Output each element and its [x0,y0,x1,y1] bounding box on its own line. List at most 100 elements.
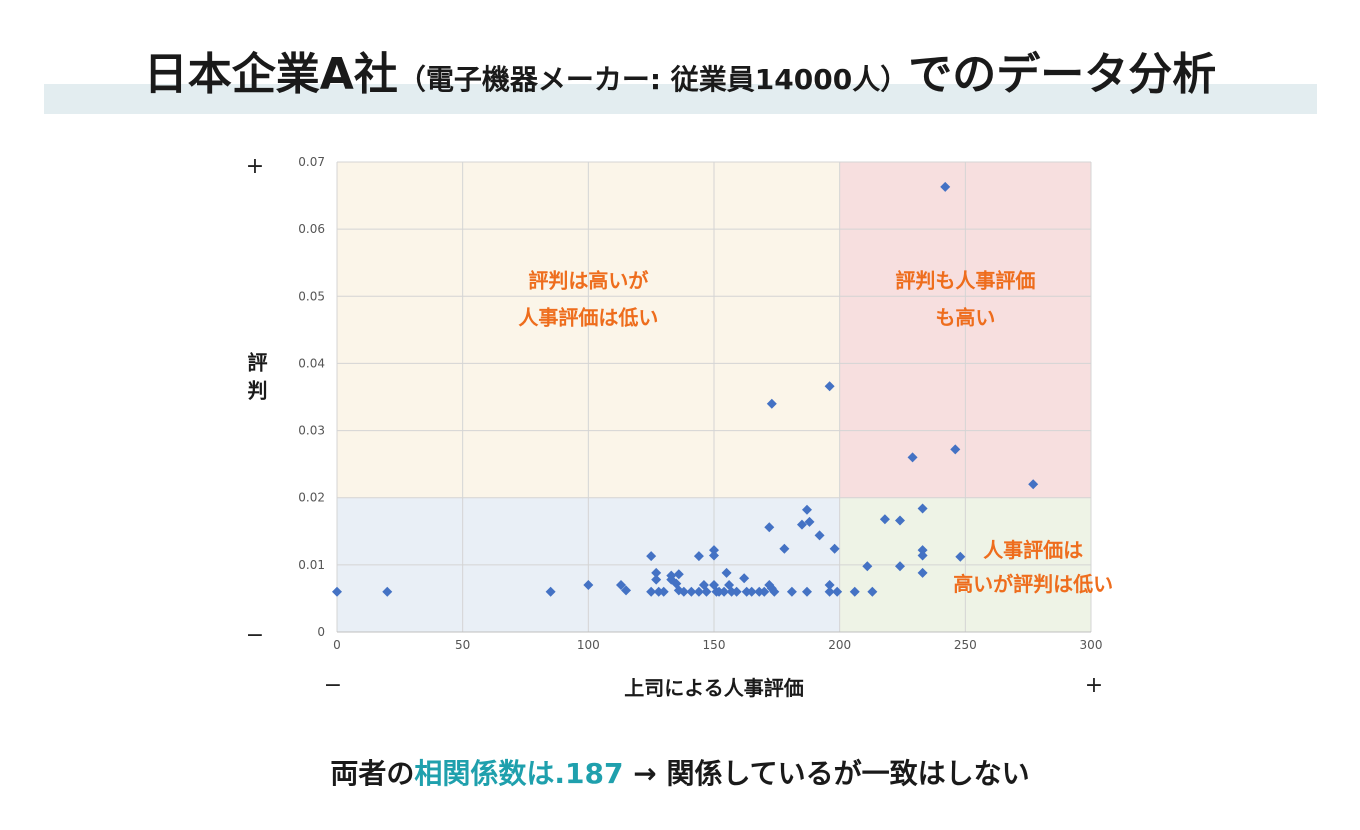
quadrant-label-top-left-line1: 評判は高いが [528,269,648,293]
data-point [950,444,961,455]
quadrant-label-top-right-line1: 評判も人事評価 [895,269,1035,293]
gridlines [336,161,1092,633]
data-point [769,586,780,597]
data-point [719,586,730,597]
data-points [332,181,1039,597]
data-point [686,586,697,597]
y-axis-plus-sign: + [246,154,264,179]
data-point [545,586,556,597]
data-point [726,586,737,597]
data-point [678,586,689,597]
data-point [709,545,719,556]
data-point [917,567,928,578]
data-point [832,586,843,597]
x-tick-label: 0 [333,638,341,652]
quadrant-label-bottom-right-line1: 人事評価は [983,538,1083,562]
x-tick-label: 50 [455,638,470,652]
data-point [917,503,928,514]
x-tick-label: 200 [828,638,851,652]
data-point [879,514,890,525]
y-axis-minus-sign: − [246,623,264,648]
x-tick-label: 100 [577,638,600,652]
data-point [673,569,684,580]
data-point [658,586,669,597]
correlation-highlight: 相関係数は.187 [414,757,624,790]
x-axis-ticks: 0 50 100 150 200 250 300 [333,638,1102,652]
page-title: 日本企業A社（電子機器メーカー: 従業員14000人）でのデータ分析 [0,38,1360,102]
data-point [862,561,873,572]
x-tick-label: 300 [1080,638,1103,652]
data-point [714,586,725,597]
data-point [616,580,627,590]
data-point [894,515,905,526]
title-tail: でのデータ分析 [908,49,1217,100]
conclusion-part1: 両者の [330,757,415,790]
x-tick-label: 250 [954,638,977,652]
x-axis-label: 上司による人事評価 [624,676,803,700]
y-tick-label: 0.05 [298,289,325,303]
data-point [867,586,878,597]
data-point [824,586,835,597]
x-axis-minus-sign: − [324,673,342,698]
conclusion-part2: → 関係しているが一致はしない [623,757,1030,790]
data-point [779,543,790,554]
y-axis-ticks: 0 0.01 0.02 0.03 0.04 0.05 0.06 0.07 [298,155,325,639]
data-point [894,561,905,572]
title-band [44,84,1317,114]
y-tick-label: 0.02 [298,491,325,505]
data-point [731,586,742,597]
data-point [646,551,657,562]
y-tick-label: 0.03 [298,424,325,438]
data-point [917,550,928,561]
data-point [754,586,765,597]
data-point [382,586,393,597]
y-tick-label: 0.04 [298,356,325,370]
data-point [746,586,757,597]
data-point [786,586,797,597]
y-tick-label: 0.06 [298,222,325,236]
title-main: 日本企業A社 [143,49,398,100]
data-point [764,522,775,533]
y-tick-label: 0 [317,625,325,639]
x-tick-label: 150 [703,638,726,652]
data-point [824,580,835,590]
quadrant-label-top-right-line2: も高い [935,305,995,329]
data-point [814,530,825,541]
data-point [796,519,807,530]
data-point [332,586,342,597]
data-point [829,543,840,554]
quadrant-label-bottom-right-line2: 高いが評判は低い [953,572,1113,596]
data-point [741,586,752,597]
data-point [917,545,928,556]
data-point [940,181,951,192]
data-point [701,586,712,597]
data-point [824,381,835,392]
data-point [653,586,664,597]
quadrant-label-top-left-line2: 人事評価は低い [518,305,658,329]
y-axis-label: 評判 [244,351,268,408]
title-paren: （電子機器メーカー: 従業員14000人） [397,63,909,96]
data-point [739,573,750,584]
data-point [651,567,662,578]
data-point [801,504,812,515]
data-point [693,551,704,562]
data-point [651,574,662,585]
data-point [1028,479,1039,490]
y-tick-label: 0.07 [298,155,325,169]
data-point [849,586,860,597]
data-point [766,398,777,409]
data-point [693,586,704,597]
data-point [709,550,719,561]
data-point [907,452,918,463]
y-tick-label: 0.01 [298,558,325,572]
conclusion-text: 両者の相関係数は.187 → 関係しているが一致はしない [0,752,1360,792]
data-point [583,580,594,590]
data-point [721,567,732,578]
data-point [621,585,632,596]
data-point [759,586,770,597]
data-point [955,551,966,562]
data-point [804,516,815,527]
data-point [801,586,812,597]
data-point [646,586,657,597]
